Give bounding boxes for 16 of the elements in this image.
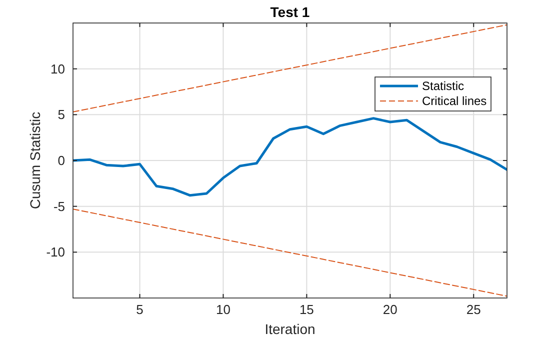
chart-title: Test 1 [270, 4, 310, 20]
y-tick-label: 10 [50, 61, 65, 76]
line-series [73, 117, 507, 197]
y-tick-label: -10 [46, 244, 65, 260]
x-tick-label: 20 [382, 302, 398, 317]
y-tick-label: 5 [58, 107, 65, 122]
x-tick-label: 15 [299, 302, 314, 317]
legend-label: Critical lines [422, 94, 487, 108]
x-tick-label: 5 [136, 302, 144, 317]
x-tick-label: 10 [216, 302, 230, 317]
y-tick-label: 0 [58, 153, 65, 168]
y-axis-title: Cusum Statistic [27, 112, 43, 210]
x-axis-title: Iteration [264, 321, 316, 337]
legend-label: Statistic [422, 79, 464, 93]
y-tick-label: -5 [53, 198, 65, 214]
x-tick-label: 25 [466, 302, 481, 317]
